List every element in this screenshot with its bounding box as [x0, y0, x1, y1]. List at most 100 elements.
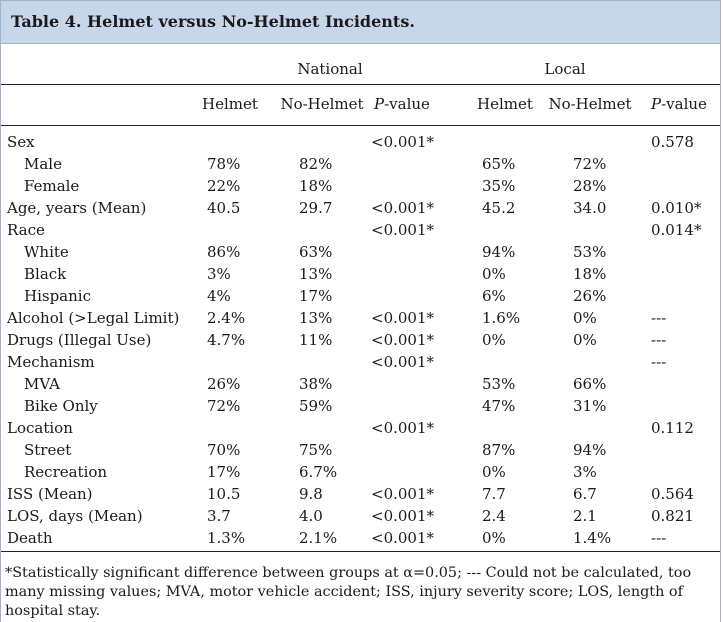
- local-no-helmet-cell: 1.4%: [573, 529, 612, 547]
- national-no-helmet-cell: 38%: [299, 375, 333, 393]
- local-helmet-cell: 0%: [482, 265, 506, 283]
- local-helmet-cell: 47%: [482, 397, 516, 415]
- local-p-value-cell: 0.014*: [651, 221, 702, 239]
- local-p-value-cell: 0.112: [651, 419, 694, 437]
- national-no-helmet-cell: 29.7: [299, 199, 333, 217]
- local-no-helmet-cell: 34.0: [573, 199, 607, 217]
- row-label: Age, years (Mean): [7, 199, 147, 217]
- national-p-value-cell: <0.001*: [371, 353, 435, 371]
- local-helmet-cell: 53%: [482, 375, 516, 393]
- local-p-value-cell: ---: [651, 529, 667, 547]
- col-header-national-no-helmet: No-Helmet: [280, 95, 364, 113]
- table-title: Table 4. Helmet versus No-Helmet Inciden…: [11, 12, 415, 31]
- local-helmet-cell: 35%: [482, 177, 516, 195]
- national-helmet-cell: 2.4%: [207, 309, 246, 327]
- group-header-local: Local: [544, 60, 586, 78]
- row-label: Male: [24, 155, 62, 173]
- row-label: Race: [7, 221, 45, 239]
- col-header-local-p-value: P-value: [651, 95, 707, 113]
- national-helmet-cell: 78%: [207, 155, 241, 173]
- local-p-value-cell: ---: [651, 331, 667, 349]
- row-label: Female: [24, 177, 80, 195]
- local-p-value-cell: ---: [651, 309, 667, 327]
- national-helmet-cell: 4%: [207, 287, 231, 305]
- local-helmet-cell: 0%: [482, 463, 506, 481]
- national-helmet-cell: 22%: [207, 177, 241, 195]
- national-no-helmet-cell: 59%: [299, 397, 333, 415]
- national-helmet-cell: 10.5: [207, 485, 241, 503]
- local-helmet-cell: 2.4: [482, 507, 506, 525]
- national-no-helmet-cell: 13%: [299, 309, 333, 327]
- row-label: Black: [24, 265, 67, 283]
- local-no-helmet-cell: 6.7: [573, 485, 597, 503]
- row-label: Recreation: [24, 463, 108, 481]
- local-no-helmet-cell: 53%: [573, 243, 607, 261]
- local-no-helmet-cell: 3%: [573, 463, 597, 481]
- local-helmet-cell: 87%: [482, 441, 516, 459]
- row-label: White: [24, 243, 69, 261]
- rule-national-underline: [1, 84, 720, 85]
- national-no-helmet-cell: 9.8: [299, 485, 323, 503]
- national-helmet-cell: 86%: [207, 243, 241, 261]
- national-no-helmet-cell: 18%: [299, 177, 333, 195]
- local-no-helmet-cell: 0%: [573, 331, 597, 349]
- national-helmet-cell: 4.7%: [207, 331, 246, 349]
- local-helmet-cell: 6%: [482, 287, 506, 305]
- national-helmet-cell: 3.7: [207, 507, 231, 525]
- row-label: Drugs (Illegal Use): [7, 331, 152, 349]
- table-footnote: *Statistically significant difference be…: [5, 565, 692, 619]
- local-no-helmet-cell: 2.1: [573, 507, 597, 525]
- local-p-value-cell: 0.821: [651, 507, 694, 525]
- national-helmet-cell: 3%: [207, 265, 231, 283]
- row-label: Bike Only: [24, 397, 98, 415]
- local-no-helmet-cell: 18%: [573, 265, 607, 283]
- local-p-value-cell: 0.578: [651, 133, 694, 151]
- national-no-helmet-cell: 17%: [299, 287, 333, 305]
- local-helmet-cell: 7.7: [482, 485, 506, 503]
- national-p-value-cell: <0.001*: [371, 507, 435, 525]
- national-p-value-cell: <0.001*: [371, 529, 435, 547]
- local-no-helmet-cell: 28%: [573, 177, 607, 195]
- national-helmet-cell: 26%: [207, 375, 241, 393]
- table-title-bar: Table 4. Helmet versus No-Helmet Inciden…: [0, 0, 721, 44]
- row-label: MVA: [24, 375, 61, 393]
- local-no-helmet-cell: 94%: [573, 441, 607, 459]
- national-p-value-cell: <0.001*: [371, 133, 435, 151]
- local-helmet-cell: 94%: [482, 243, 516, 261]
- national-helmet-cell: 70%: [207, 441, 241, 459]
- local-no-helmet-cell: 31%: [573, 397, 607, 415]
- col-header-national-helmet: Helmet: [202, 95, 258, 113]
- row-label: Alcohol (>Legal Limit): [7, 309, 180, 327]
- rule-table-bottom: [1, 551, 720, 552]
- row-label: Death: [7, 529, 53, 547]
- national-p-value-cell: <0.001*: [371, 331, 435, 349]
- national-no-helmet-cell: 13%: [299, 265, 333, 283]
- row-label: ISS (Mean): [7, 485, 93, 503]
- national-no-helmet-cell: 2.1%: [299, 529, 338, 547]
- local-helmet-cell: 0%: [482, 331, 506, 349]
- local-no-helmet-cell: 66%: [573, 375, 607, 393]
- national-no-helmet-cell: 63%: [299, 243, 333, 261]
- national-no-helmet-cell: 4.0: [299, 507, 323, 525]
- row-label: Sex: [7, 133, 35, 151]
- row-label: Hispanic: [24, 287, 91, 305]
- local-p-value-cell: 0.010*: [651, 199, 702, 217]
- national-p-value-cell: <0.001*: [371, 309, 435, 327]
- national-helmet-cell: 40.5: [207, 199, 241, 217]
- national-no-helmet-cell: 6.7%: [299, 463, 338, 481]
- local-no-helmet-cell: 72%: [573, 155, 607, 173]
- local-no-helmet-cell: 0%: [573, 309, 597, 327]
- row-label: Street: [24, 441, 72, 459]
- local-helmet-cell: 0%: [482, 529, 506, 547]
- col-header-local-no-helmet: No-Helmet: [548, 95, 632, 113]
- national-helmet-cell: 72%: [207, 397, 241, 415]
- table-frame: [0, 44, 721, 622]
- row-label: LOS, days (Mean): [7, 507, 143, 525]
- local-helmet-cell: 45.2: [482, 199, 516, 217]
- national-p-value-cell: <0.001*: [371, 419, 435, 437]
- row-label: Location: [7, 419, 73, 437]
- row-label: Mechanism: [7, 353, 95, 371]
- col-header-national-p-value: P-value: [374, 95, 430, 113]
- group-header-national: National: [297, 60, 363, 78]
- national-helmet-cell: 17%: [207, 463, 241, 481]
